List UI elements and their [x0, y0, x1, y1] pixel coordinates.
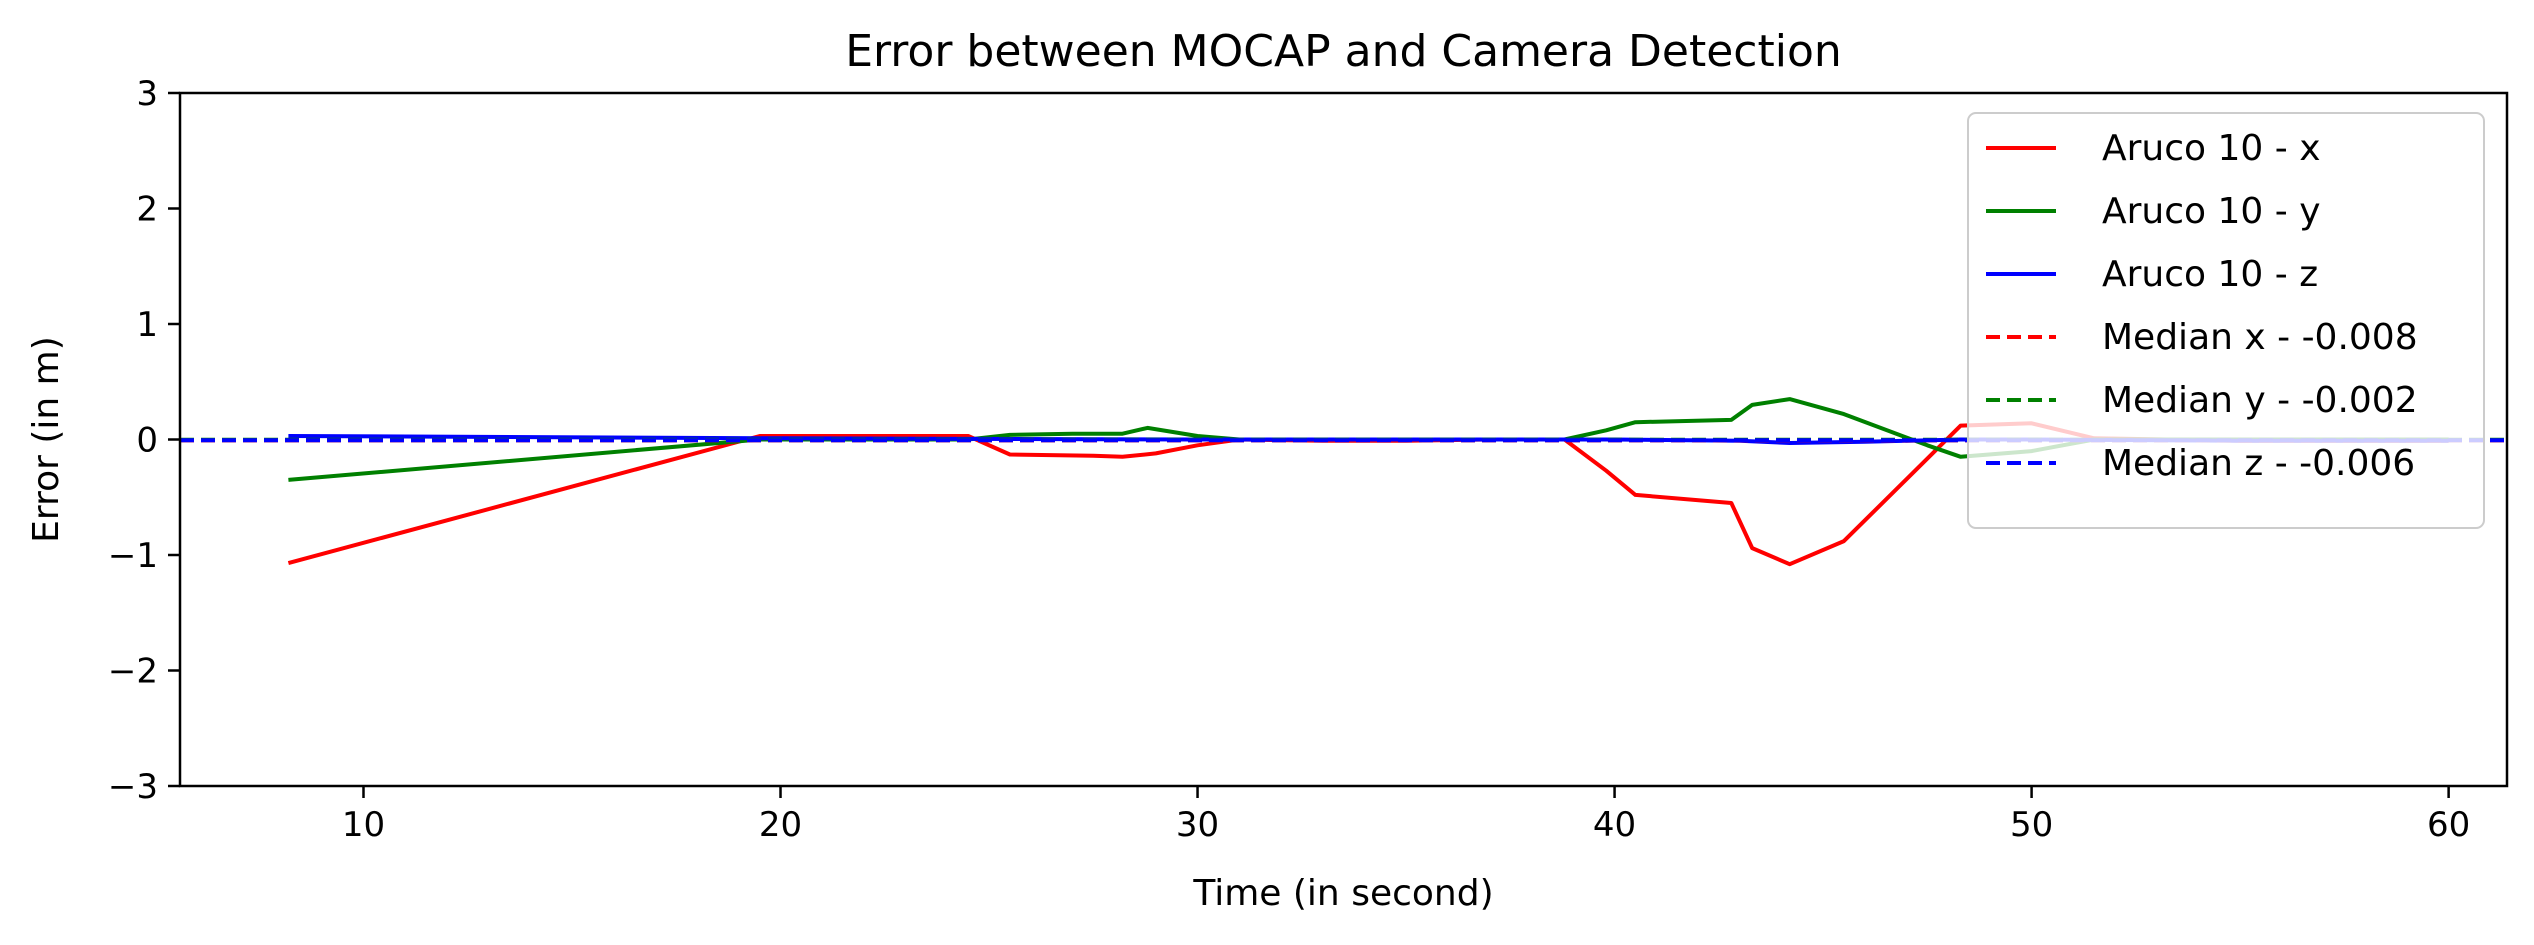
y-tick-label: −1: [108, 536, 158, 576]
x-tick-label: 60: [2427, 805, 2470, 845]
y-tick-label: 0: [136, 421, 158, 461]
x-tick-label: 50: [2010, 805, 2053, 845]
x-tick-label: 20: [759, 805, 802, 845]
x-tick-label: 30: [1176, 805, 1219, 845]
y-tick-label: 3: [136, 74, 158, 114]
legend-label: Aruco 10 - x: [2102, 128, 2321, 169]
x-axis-title: Time (in second): [1192, 873, 1493, 914]
legend-box: [1967, 112, 2485, 529]
y-tick-label: −3: [108, 767, 158, 807]
legend-label: Aruco 10 - y: [2102, 191, 2321, 232]
legend-label: Aruco 10 - z: [2102, 254, 2318, 295]
x-tick-label: 40: [1593, 805, 1636, 845]
y-axis-title: Error (in m): [26, 336, 67, 543]
chart-title: Error between MOCAP and Camera Detection: [845, 26, 1842, 77]
legend-label: Median z - -0.006: [2102, 443, 2415, 484]
axis-ticks: 10 20 30 40 50 60 −3 −2 −1 0 1 2 3: [108, 74, 2470, 845]
y-tick-label: 1: [136, 305, 158, 345]
y-tick-label: −2: [108, 652, 158, 692]
legend-label: Median x - -0.008: [2102, 317, 2418, 358]
y-tick-label: 2: [136, 190, 158, 230]
legend: Aruco 10 - x Aruco 10 - y Aruco 10 - z Medi…: [1967, 112, 2485, 529]
legend-label: Median y - -0.002: [2102, 380, 2418, 421]
x-tick-label: 10: [342, 805, 385, 845]
